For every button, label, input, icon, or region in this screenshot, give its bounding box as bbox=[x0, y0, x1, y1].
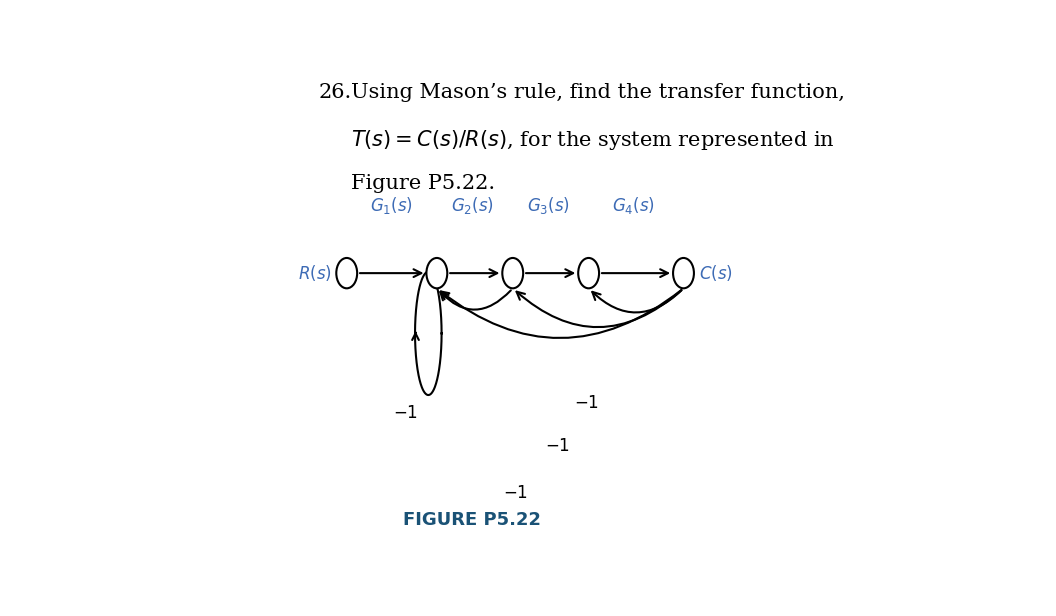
Text: FIGURE P5.22: FIGURE P5.22 bbox=[403, 511, 542, 529]
FancyArrowPatch shape bbox=[516, 290, 681, 327]
Text: $G_1(s)$: $G_1(s)$ bbox=[371, 195, 413, 216]
Text: $-1$: $-1$ bbox=[545, 438, 570, 455]
FancyArrowPatch shape bbox=[430, 278, 437, 288]
Text: 26.: 26. bbox=[318, 83, 352, 102]
FancyArrowPatch shape bbox=[592, 290, 681, 312]
Ellipse shape bbox=[579, 258, 599, 288]
Text: $T(s) = C(s)/R(s)$, for the system represented in: $T(s) = C(s)/R(s)$, for the system repre… bbox=[352, 129, 835, 153]
Text: $G_2(s)$: $G_2(s)$ bbox=[451, 195, 494, 216]
Ellipse shape bbox=[427, 258, 448, 288]
Text: $-1$: $-1$ bbox=[503, 485, 528, 502]
Text: $G_3(s)$: $G_3(s)$ bbox=[527, 195, 570, 216]
Ellipse shape bbox=[336, 258, 357, 288]
FancyArrowPatch shape bbox=[440, 290, 681, 338]
Text: $R(s)$: $R(s)$ bbox=[298, 263, 332, 283]
Text: $C(s)$: $C(s)$ bbox=[699, 263, 733, 283]
Ellipse shape bbox=[503, 258, 523, 288]
Text: $G_4(s)$: $G_4(s)$ bbox=[612, 195, 655, 216]
Text: Figure P5.22.: Figure P5.22. bbox=[352, 174, 495, 193]
Text: $-1$: $-1$ bbox=[394, 405, 418, 421]
FancyArrowPatch shape bbox=[440, 290, 511, 310]
Text: $-1$: $-1$ bbox=[573, 395, 599, 412]
Text: Using Mason’s rule, find the transfer function,: Using Mason’s rule, find the transfer fu… bbox=[352, 83, 846, 102]
Ellipse shape bbox=[673, 258, 694, 288]
